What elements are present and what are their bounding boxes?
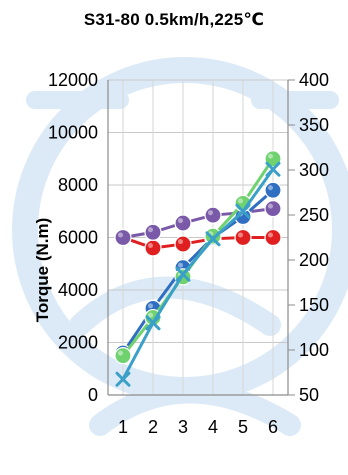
x-tick-label: 4	[208, 417, 218, 437]
data-point-highlight	[118, 350, 123, 356]
data-point-highlight	[268, 232, 273, 238]
data-point	[264, 181, 282, 199]
y-right-tick-label: 50	[299, 385, 319, 405]
y-left-tick-label: 6000	[58, 228, 98, 248]
y-right-tick-label: 200	[299, 250, 329, 270]
y-right-tick-label: 400	[299, 70, 329, 90]
data-point-highlight	[268, 203, 273, 209]
y-right-tick-label: 350	[299, 115, 329, 135]
data-point-cross	[115, 371, 131, 387]
data-point-highlight	[208, 210, 213, 216]
data-point	[234, 228, 252, 247]
data-point-cross	[145, 315, 161, 331]
series-layer	[114, 150, 282, 387]
tick-labels: 0200040006000800010000120005010015020025…	[48, 70, 329, 437]
x-tick-label: 6	[268, 417, 278, 437]
data-point-highlight	[118, 232, 123, 238]
data-point-highlight	[148, 227, 153, 233]
data-point-highlight	[148, 243, 153, 248]
data-point	[264, 228, 282, 247]
x-tick-label: 1	[118, 417, 128, 437]
y-left-tick-label: 2000	[58, 333, 98, 353]
data-point-highlight	[178, 262, 183, 268]
data-point-highlight	[148, 303, 153, 309]
data-point	[174, 235, 192, 253]
data-point	[264, 150, 282, 168]
data-point	[174, 214, 192, 232]
data-point-highlight	[268, 153, 273, 159]
data-point	[144, 239, 162, 257]
y-left-tick-label: 12000	[48, 70, 98, 90]
data-point-highlight	[238, 198, 243, 204]
data-point-cross	[265, 161, 281, 177]
y-right-tick-label: 150	[299, 295, 329, 315]
data-point-cross	[175, 266, 191, 282]
data-point-cross	[205, 231, 221, 247]
data-point	[204, 227, 222, 245]
y-left-tick-label: 4000	[58, 280, 98, 300]
series-line	[121, 167, 275, 381]
y-right-tick-label: 250	[299, 205, 329, 225]
data-point	[264, 200, 282, 218]
data-point	[114, 228, 132, 247]
x-tick-label: 5	[238, 417, 248, 437]
data-point	[204, 206, 222, 224]
data-point	[144, 223, 162, 241]
data-point-highlight	[268, 185, 273, 191]
y-right-tick-label: 300	[299, 160, 329, 180]
chart-title: S31-80 0.5km/h,225℃	[83, 10, 265, 29]
data-point	[114, 347, 132, 365]
y-left-tick-label: 0	[88, 385, 98, 405]
axes	[107, 79, 295, 396]
data-point-highlight	[178, 218, 183, 224]
y-right-tick-label: 100	[299, 340, 329, 360]
x-tick-label: 3	[178, 417, 188, 437]
y-left-tick-label: 8000	[58, 175, 98, 195]
data-point-highlight	[148, 312, 153, 318]
y-left-tick-label: 10000	[48, 123, 98, 143]
series-group	[115, 161, 281, 387]
data-point-highlight	[238, 232, 243, 238]
data-point-cross	[235, 203, 251, 219]
x-tick-label: 2	[148, 417, 158, 437]
y-axis-label: Torque (N.m)	[33, 218, 52, 323]
data-point-highlight	[178, 239, 183, 245]
